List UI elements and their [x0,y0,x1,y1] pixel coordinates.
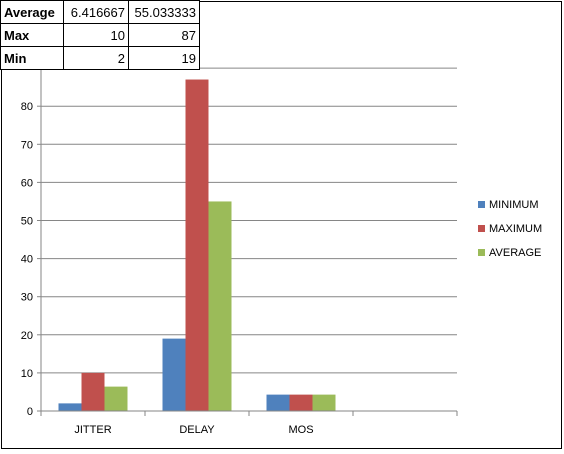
x-category-label: JITTER [74,424,111,436]
bar-average-jitter [104,386,128,411]
stats-value: 19 [128,46,200,70]
bar-average-mos [312,394,336,411]
stats-row-max: Max 10 87 [0,23,200,47]
stats-value: 87 [128,23,200,47]
y-tick-label: 80 [21,101,33,113]
stats-value: 55.033333 [128,0,200,24]
x-category-label: DELAY [179,424,215,436]
stats-row-min: Min 2 19 [0,46,200,70]
gridlines [41,67,457,374]
legend-swatch [478,225,485,232]
stats-label: Min [0,46,64,70]
axes [37,68,458,416]
stats-value: 6.416667 [63,0,129,24]
y-tick-label: 70 [21,139,33,151]
y-tick-label: 10 [21,368,33,380]
y-tick-labels: 0 10 20 30 40 50 60 70 80 [21,101,33,418]
legend: MINIMUM MAXIMUM AVERAGE [478,199,542,259]
bar-maximum-delay [185,79,209,411]
stats-table: Average 6.416667 55.033333 Max 10 87 Min… [0,0,200,70]
y-tick-label: 20 [21,330,33,342]
x-category-labels: JITTER DELAY MOS [74,424,313,436]
stats-row-average: Average 6.416667 55.033333 [0,0,200,24]
legend-label: AVERAGE [489,247,541,259]
bar-maximum-mos [289,394,313,411]
stats-value: 2 [63,46,129,70]
bar-minimum-delay [162,338,186,411]
stats-label: Average [0,0,64,24]
legend-swatch [478,249,485,256]
bars [58,79,336,411]
stats-value: 10 [63,23,129,47]
legend-label: MINIMUM [489,199,539,211]
bar-minimum-jitter [58,403,82,411]
stats-label: Max [0,23,64,47]
legend-swatch [478,201,485,208]
y-tick-label: 30 [21,292,33,304]
y-tick-label: 60 [21,177,33,189]
y-tick-label: 40 [21,254,33,266]
y-tick-label: 50 [21,216,33,228]
legend-label: MAXIMUM [489,223,542,235]
y-tick-label: 0 [27,406,33,418]
bar-minimum-mos [266,394,290,411]
x-category-label: MOS [288,424,313,436]
bar-average-delay [208,201,232,411]
bar-maximum-jitter [81,372,105,411]
